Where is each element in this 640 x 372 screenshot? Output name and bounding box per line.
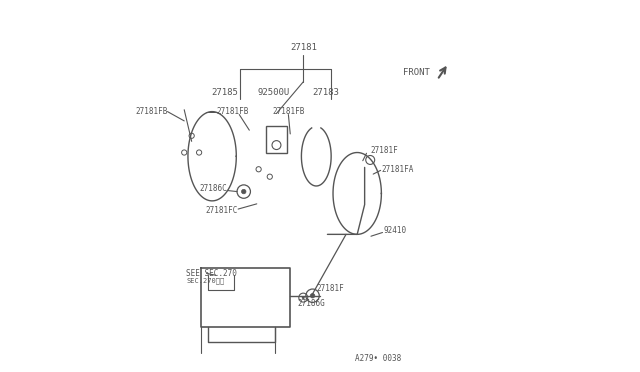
Text: 27181F: 27181F bbox=[370, 146, 398, 155]
Text: 27181FA: 27181FA bbox=[381, 165, 413, 174]
Text: FRONT: FRONT bbox=[403, 68, 429, 77]
Circle shape bbox=[241, 189, 246, 194]
Text: 92410: 92410 bbox=[383, 226, 406, 235]
Circle shape bbox=[310, 294, 315, 298]
Circle shape bbox=[302, 296, 305, 299]
Text: 27183: 27183 bbox=[312, 88, 339, 97]
Bar bbox=[266, 126, 287, 153]
Text: 27181FB: 27181FB bbox=[216, 107, 249, 116]
Text: 27185: 27185 bbox=[212, 88, 239, 97]
Text: 27181FC: 27181FC bbox=[206, 206, 238, 215]
Text: 92500U: 92500U bbox=[257, 88, 290, 97]
Text: 27181: 27181 bbox=[290, 43, 317, 52]
Text: SEC.270参照: SEC.270参照 bbox=[186, 278, 225, 284]
Text: A279• 0038: A279• 0038 bbox=[355, 355, 401, 363]
Text: 27181F: 27181F bbox=[316, 284, 344, 293]
Text: 27186C: 27186C bbox=[199, 185, 227, 193]
Text: SEE SEC.270: SEE SEC.270 bbox=[186, 269, 237, 278]
Text: 27181FB: 27181FB bbox=[135, 107, 168, 116]
Text: 27186G: 27186G bbox=[298, 299, 325, 308]
Text: 27181FB: 27181FB bbox=[272, 107, 305, 116]
